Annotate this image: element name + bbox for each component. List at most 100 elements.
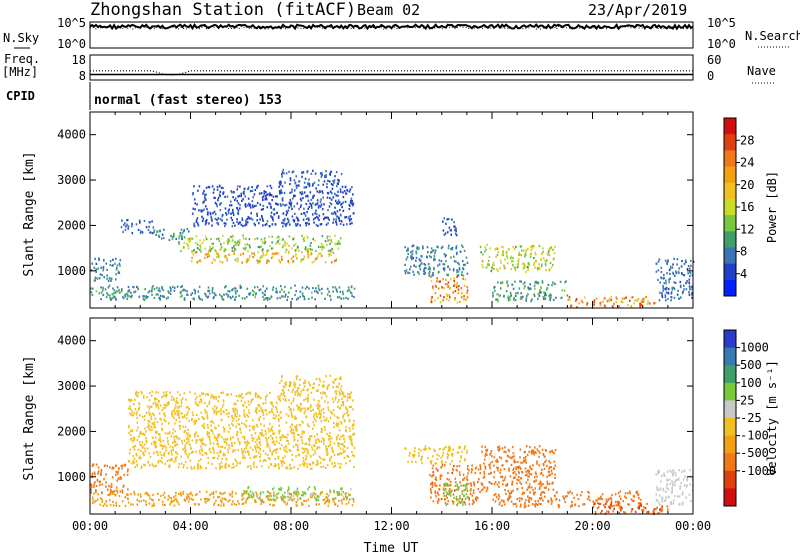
data-cell bbox=[126, 470, 129, 473]
data-cell bbox=[124, 293, 126, 296]
data-cell bbox=[245, 222, 247, 225]
data-cell bbox=[160, 404, 162, 407]
data-cell bbox=[117, 470, 119, 473]
data-cell bbox=[526, 295, 528, 298]
data-cell bbox=[550, 497, 552, 500]
data-cell bbox=[541, 252, 543, 255]
data-cell bbox=[166, 402, 169, 405]
data-cell bbox=[173, 397, 175, 400]
data-cell bbox=[114, 291, 117, 294]
data-cell bbox=[532, 491, 535, 495]
data-cell bbox=[497, 300, 499, 303]
data-cell bbox=[474, 467, 477, 470]
data-cell bbox=[507, 448, 510, 451]
data-cell bbox=[486, 453, 488, 456]
data-cell bbox=[522, 282, 525, 286]
data-cell bbox=[346, 455, 348, 458]
data-cell bbox=[137, 426, 139, 429]
data-cell bbox=[228, 499, 231, 502]
data-cell bbox=[326, 243, 328, 246]
data-cell bbox=[350, 436, 352, 439]
data-cell bbox=[243, 193, 245, 196]
data-cell bbox=[106, 504, 108, 507]
data-cell bbox=[274, 499, 276, 502]
data-cell bbox=[482, 253, 484, 256]
data-cell bbox=[258, 497, 260, 500]
data-cell bbox=[115, 257, 117, 260]
data-cell bbox=[175, 418, 177, 422]
data-cell bbox=[429, 460, 432, 464]
data-cell bbox=[273, 486, 275, 489]
data-cell bbox=[155, 445, 158, 449]
data-cell bbox=[333, 414, 336, 417]
data-cell bbox=[548, 474, 550, 477]
data-cell bbox=[295, 224, 297, 227]
data-cell bbox=[523, 281, 526, 284]
data-cell bbox=[271, 199, 273, 202]
data-cell bbox=[509, 492, 512, 495]
data-cell bbox=[453, 284, 455, 288]
data-cell bbox=[455, 252, 458, 256]
data-cell bbox=[489, 462, 492, 465]
data-cell bbox=[672, 263, 674, 266]
data-cell bbox=[291, 188, 293, 191]
data-cell bbox=[517, 475, 520, 478]
data-cell bbox=[317, 255, 319, 258]
data-cell bbox=[269, 457, 271, 461]
data-cell bbox=[229, 296, 232, 299]
data-cell bbox=[230, 393, 232, 396]
data-cell bbox=[351, 444, 354, 447]
data-cell bbox=[334, 211, 337, 214]
data-cell bbox=[595, 499, 597, 502]
data-cell bbox=[163, 444, 166, 448]
data-cell bbox=[117, 477, 120, 480]
data-cell bbox=[453, 464, 455, 468]
data-cell bbox=[415, 256, 418, 259]
data-cell bbox=[531, 246, 534, 249]
data-cell bbox=[352, 454, 354, 457]
data-cell bbox=[332, 286, 334, 289]
data-cell bbox=[170, 234, 172, 238]
data-cell bbox=[251, 437, 253, 440]
data-cell bbox=[462, 277, 464, 281]
data-cell bbox=[515, 502, 517, 506]
data-cell bbox=[272, 432, 274, 435]
data-cell bbox=[149, 405, 151, 408]
data-cell bbox=[115, 464, 117, 467]
data-cell bbox=[237, 242, 239, 245]
data-cell bbox=[505, 451, 507, 454]
data-cell bbox=[464, 284, 466, 287]
data-cell bbox=[143, 433, 146, 436]
data-cell bbox=[100, 473, 102, 476]
data-cell bbox=[533, 261, 536, 264]
data-cell bbox=[431, 475, 433, 478]
data-cell bbox=[589, 499, 591, 502]
data-cell bbox=[291, 453, 294, 456]
data-cell bbox=[132, 455, 135, 458]
data-cell bbox=[276, 447, 279, 451]
data-cell bbox=[224, 454, 226, 457]
data-cell bbox=[313, 486, 316, 489]
data-cell bbox=[292, 408, 295, 411]
data-cell bbox=[449, 278, 452, 281]
data-cell bbox=[462, 503, 464, 506]
data-cell bbox=[253, 428, 255, 431]
data-cell bbox=[95, 270, 97, 273]
data-cell bbox=[431, 483, 434, 486]
data-cell bbox=[542, 462, 545, 465]
data-cell bbox=[142, 297, 145, 300]
data-cell bbox=[536, 462, 538, 465]
data-cell bbox=[427, 263, 430, 266]
data-cell bbox=[251, 204, 254, 207]
data-cell bbox=[539, 286, 542, 289]
data-cell bbox=[298, 454, 301, 457]
data-cell bbox=[665, 282, 667, 285]
data-cell bbox=[112, 258, 114, 261]
data-cell bbox=[214, 201, 217, 204]
data-cell bbox=[444, 255, 447, 258]
data-cell bbox=[285, 421, 288, 424]
data-cell bbox=[177, 401, 179, 404]
data-cell bbox=[194, 208, 196, 211]
data-cell bbox=[187, 432, 190, 435]
